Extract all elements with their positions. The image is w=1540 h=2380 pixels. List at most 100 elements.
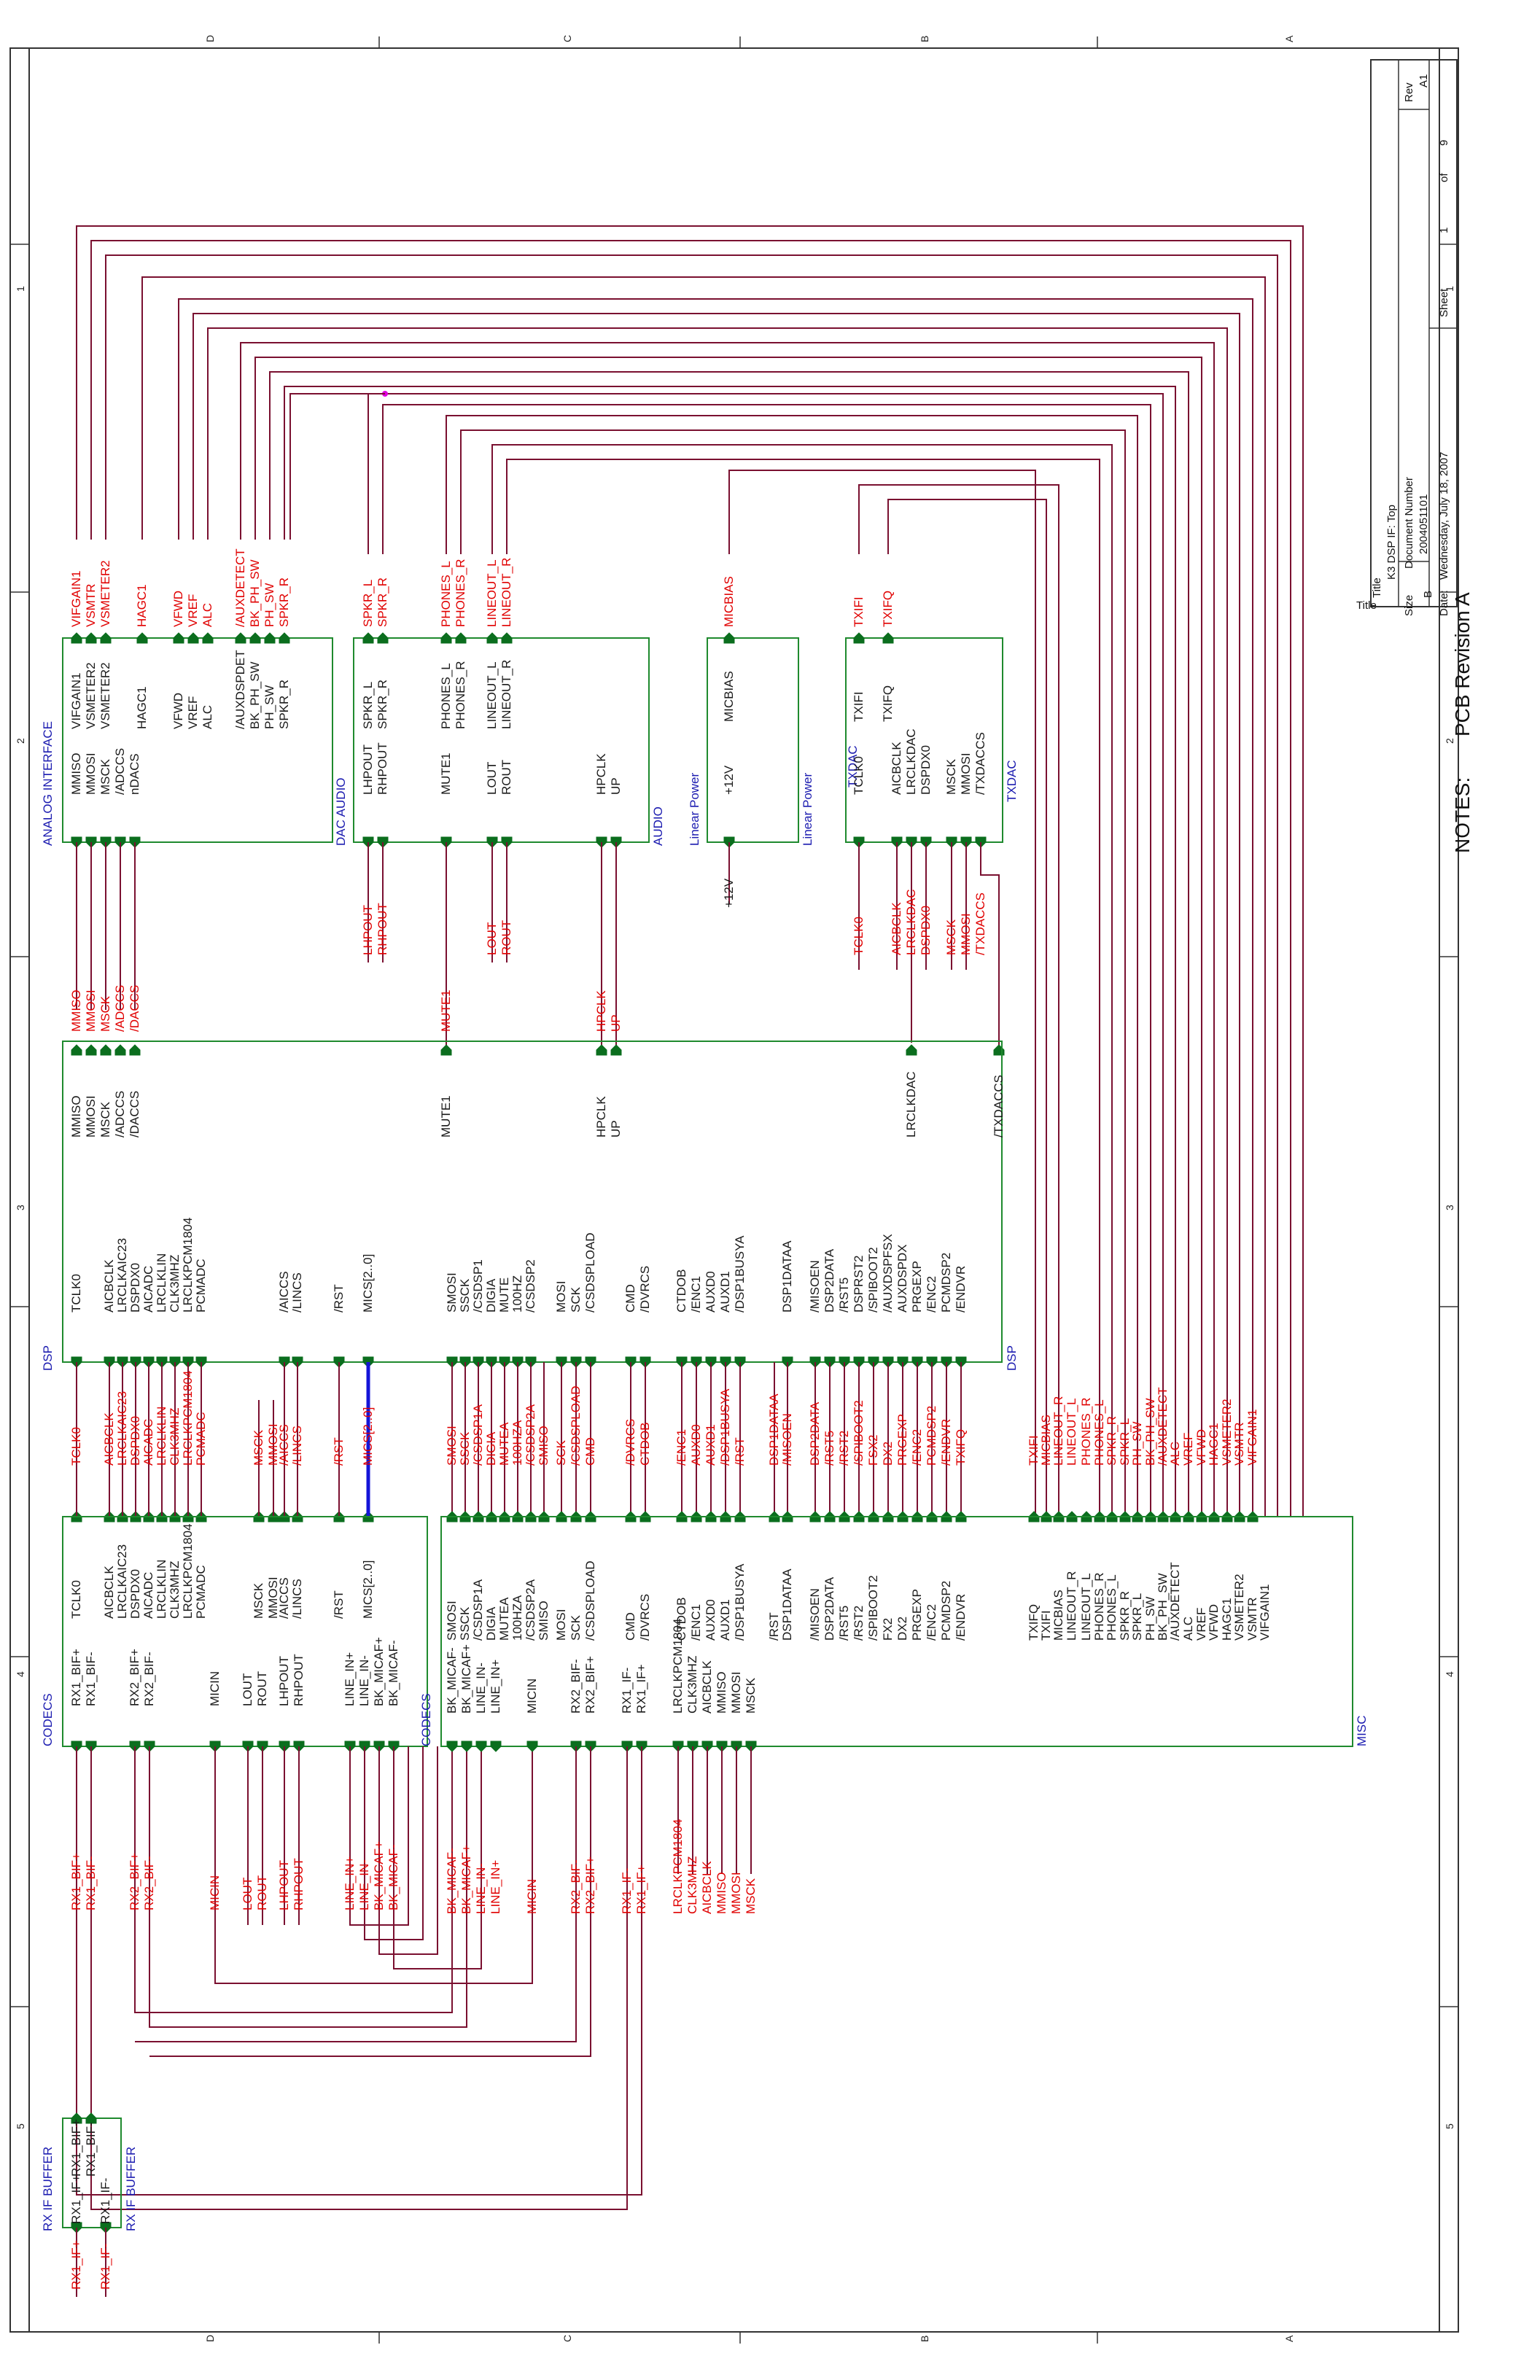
- codecs-bottom-net: RX1_BIF+: [69, 1853, 83, 1910]
- rxif-bottom-net: RX1_IF-: [98, 2243, 112, 2290]
- misc-bottom-net: RX1_IF+: [634, 1864, 648, 1914]
- misc-top-pin: /SPIBOOT2: [866, 1575, 880, 1641]
- dac-audio-sub: AUDIO: [651, 806, 665, 846]
- dsp-pin: [85, 1044, 97, 1056]
- dsp-top-pin: LRCLKDAC: [904, 1071, 918, 1138]
- misc-top-net: ALC: [1168, 1441, 1182, 1466]
- dsp-bottom-pin: MICS[2..0]: [361, 1253, 375, 1312]
- analog-pin: [85, 632, 97, 644]
- misc-top-net: HAGC1: [1207, 1423, 1221, 1466]
- dsp-bottom-pin: TCLK0: [69, 1274, 83, 1312]
- misc-top-net: AUXD1: [704, 1424, 718, 1466]
- misc-top-net: CTDOB: [638, 1422, 652, 1466]
- codecs-top-pin: AICBCLK: [102, 1566, 116, 1619]
- misc-top-pin: SSCK: [458, 1606, 472, 1641]
- misc-top-pin: VFWD: [1207, 1603, 1221, 1641]
- dsp-pin: [596, 1044, 607, 1056]
- codecs-top-pin: /AICCS: [277, 1577, 291, 1619]
- misc-bottom-pin: CLK3MHZ: [685, 1655, 699, 1714]
- misc-bottom-net: LRCLKPCM1804: [671, 1819, 685, 1914]
- misc-top-net: /ENC1: [674, 1428, 688, 1466]
- codecs-bottom-net: LINE_IN+: [343, 1856, 357, 1910]
- wire: [105, 254, 1278, 1517]
- dsp-bottom-pin: /CSDSP2: [524, 1259, 537, 1312]
- dsp-top-pin: /DACCS: [128, 1090, 141, 1138]
- zone-row-3: 3: [15, 1205, 26, 1210]
- wire: [446, 415, 1138, 1517]
- txdac-right-pin: TXIFQ: [881, 685, 895, 722]
- wire: [368, 393, 1164, 1517]
- dac-bottom-net: UP: [609, 1014, 623, 1032]
- misc-pin: [490, 1741, 502, 1752]
- dsp-bottom-pin: DSPRST2: [852, 1255, 866, 1312]
- analog-pin: [202, 632, 214, 644]
- codecs-bottom-pin: RX1_BIF-: [84, 1652, 98, 1706]
- misc-top-net: LINEOUT_R: [1051, 1396, 1065, 1466]
- txdac-left-pin: DSPDX0: [919, 744, 933, 795]
- dsp-title: DSP: [41, 1345, 55, 1371]
- misc-top-net: LINEOUT_L: [1065, 1398, 1078, 1466]
- misc-top-pin: SPKR_L: [1130, 1592, 1144, 1641]
- analog-out-net: HAGC1: [135, 584, 149, 627]
- dac-pin: [486, 632, 498, 644]
- dsp-bottom-pin: CMD: [623, 1284, 637, 1312]
- sheet-label: Sheet: [1438, 288, 1450, 317]
- wire: [149, 1746, 591, 2057]
- linear-power-sub: Linear Power: [801, 772, 814, 846]
- misc-top-net: SPKR_R: [1105, 1415, 1119, 1466]
- misc-top-pin: LINEOUT_R: [1065, 1571, 1078, 1641]
- dsp-bottom-pin: SMOSI: [445, 1272, 459, 1312]
- codecs-bottom-net: LOUT: [241, 1877, 254, 1910]
- misc-bottom-net: BK_MICAF-: [445, 1848, 459, 1914]
- rxif-bottom-pin: RX1_IF-: [98, 2177, 112, 2224]
- dac-right-pin: LINEOUT_L: [485, 661, 499, 729]
- dsp-top-pin: MSCK: [98, 1101, 112, 1138]
- misc-top-pin: /RST2: [852, 1605, 866, 1641]
- wire: [214, 1746, 533, 1984]
- dsp-bottom-pin: SCK: [569, 1287, 583, 1312]
- codecs-top-net: DSPDX0: [128, 1415, 142, 1466]
- dsp-bottom-pin: LRCLKPCM1804: [181, 1217, 195, 1312]
- misc-top-pin: CMD: [623, 1612, 637, 1641]
- misc-top-pin: LINEOUT_L: [1079, 1573, 1093, 1641]
- wire: [135, 1746, 577, 2042]
- misc-top-pin: PCMDSP2: [939, 1580, 953, 1641]
- misc-top-net: CMD: [583, 1437, 597, 1466]
- docnum-label: Document Number: [1403, 477, 1415, 569]
- misc-bottom-net: MSCK: [744, 1878, 758, 1914]
- txdac-left-pin: AICBCLK: [890, 742, 903, 795]
- dsp-top-pin: /TXDACCS: [992, 1075, 1006, 1138]
- dsp-bottom-pin: /AUXDSPFSX: [881, 1234, 895, 1312]
- dsp-bottom-pin: PCMDSP2: [939, 1252, 953, 1312]
- analog-bottom-net: /ADCCS: [113, 984, 127, 1032]
- codecs-bottom-net: LHPOUT: [277, 1860, 291, 1910]
- zone-col-c: C: [561, 34, 573, 42]
- dsp-top-pin: HPCLK: [594, 1096, 608, 1138]
- zone-col-c: C: [561, 2334, 573, 2342]
- rxif-bottom-net: RX1_IF+: [69, 2240, 83, 2290]
- dsp-bottom-pin: /CSDSP1: [471, 1259, 485, 1312]
- dac-right-pin: LINEOUT_R: [499, 659, 513, 729]
- notes-text: PCB Revision A: [1451, 592, 1474, 736]
- codecs-bottom-pin: LHPOUT: [277, 1656, 291, 1706]
- dac-left-pin: RHPOUT: [376, 742, 389, 795]
- wire: [240, 342, 1215, 1517]
- title-value: K3 DSP IF: Top: [1385, 505, 1398, 580]
- codecs-top-net: CLK3MHZ: [168, 1407, 182, 1466]
- dsp-bottom-pin: DSP1DATAA: [780, 1240, 794, 1312]
- misc-top-net: /CSDSP1A: [471, 1404, 485, 1466]
- dsp-bottom-pin: /DSP1BUSYA: [733, 1235, 747, 1312]
- wire: [254, 357, 1202, 1517]
- dac-right-pin: SPKR_L: [361, 681, 375, 729]
- analog-pin: [136, 632, 148, 644]
- wire: [460, 429, 1126, 1517]
- txdac-out-net: TXIFI: [852, 596, 866, 627]
- misc-bottom-pin: MMISO: [715, 1671, 728, 1714]
- wire: [491, 444, 1113, 1517]
- dsp-pin: [906, 1044, 917, 1056]
- wire: [90, 1746, 628, 2210]
- analog-right-pin: PH_SW: [262, 685, 276, 729]
- misc-top-net: SCK: [554, 1440, 568, 1466]
- dsp-bottom-pin: AUXD0: [704, 1271, 718, 1312]
